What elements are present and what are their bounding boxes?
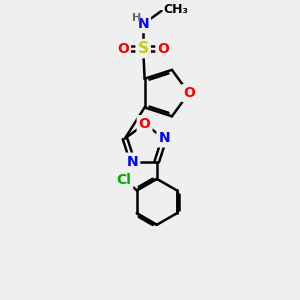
Text: O: O: [117, 42, 129, 56]
Text: N: N: [137, 17, 149, 31]
Text: N: N: [158, 131, 170, 146]
Text: H: H: [132, 13, 142, 23]
Text: S: S: [138, 41, 149, 56]
Text: O: O: [139, 117, 151, 131]
Text: O: O: [183, 86, 195, 100]
Text: N: N: [127, 154, 138, 169]
Text: O: O: [158, 42, 169, 56]
Text: Cl: Cl: [116, 173, 131, 187]
Text: CH₃: CH₃: [164, 3, 189, 16]
